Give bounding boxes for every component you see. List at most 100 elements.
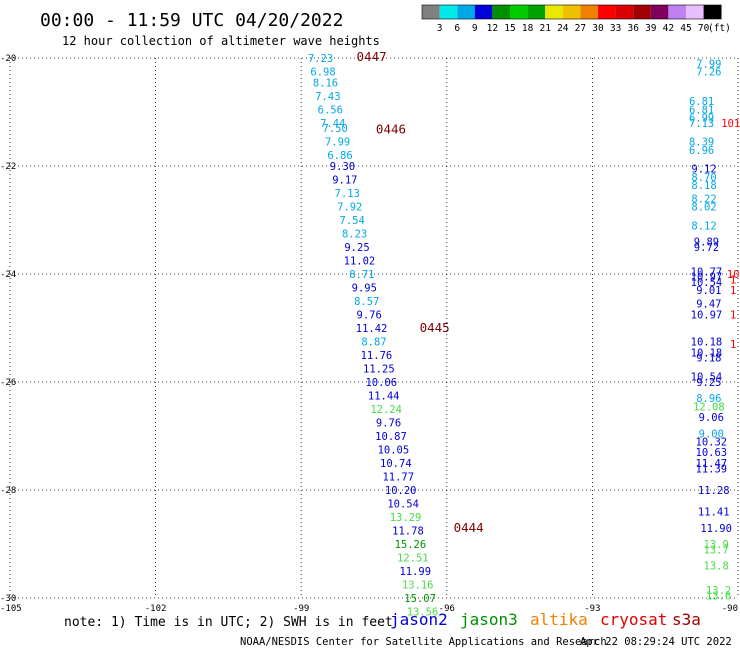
data-label: 6.81 bbox=[689, 96, 714, 108]
data-label: 9.95 bbox=[352, 283, 377, 295]
data-label: 8.57 bbox=[354, 296, 379, 308]
data-label: 10.77 bbox=[691, 266, 723, 278]
data-label: 9.30 bbox=[330, 161, 355, 173]
x-tick-label: -102 bbox=[145, 604, 167, 614]
data-label: 7.54 bbox=[340, 215, 365, 227]
colorbar-label: 27 bbox=[575, 23, 586, 34]
data-label: 15.07 bbox=[404, 593, 436, 605]
colorbar-label: 70 bbox=[698, 23, 710, 34]
data-label: 13.7 bbox=[704, 544, 729, 556]
pass-time-label: 0445 bbox=[420, 320, 450, 335]
data-label: 9.25 bbox=[696, 377, 721, 389]
data-label: 8.96 bbox=[696, 393, 721, 405]
colorbar-swatch bbox=[703, 5, 722, 19]
colorbar-swatch bbox=[510, 5, 528, 19]
data-label: 7.23 bbox=[308, 53, 333, 65]
data-label: 6.96 bbox=[689, 145, 714, 157]
y-tick-label: -26 bbox=[0, 378, 16, 388]
data-label: 7.13 bbox=[689, 118, 714, 130]
data-label: 9.18 bbox=[696, 353, 721, 365]
y-tick-label: -20 bbox=[0, 54, 16, 64]
data-label: 8.22 bbox=[691, 193, 716, 205]
y-tick-label: -28 bbox=[0, 486, 16, 496]
data-label: 6.86 bbox=[327, 150, 352, 162]
data-label: 10.18 bbox=[691, 347, 723, 359]
colorbar-swatch bbox=[686, 5, 704, 19]
data-label: 9.47 bbox=[696, 299, 721, 311]
x-tick-label: -99 bbox=[293, 604, 309, 614]
footer-timestamp: Apr 22 08:29:24 UTC 2022 bbox=[580, 636, 732, 648]
data-label: 10.54 bbox=[691, 277, 723, 289]
data-label: 101 bbox=[721, 118, 740, 130]
colorbar-swatch bbox=[562, 5, 581, 19]
colorbar-swatch bbox=[580, 5, 598, 19]
data-label: 7.43 bbox=[315, 91, 340, 103]
colorbar-swatch bbox=[492, 5, 510, 19]
data-label: 13.6 bbox=[706, 590, 731, 602]
data-label: 11.99 bbox=[399, 566, 431, 578]
x-tick-label: -105 bbox=[0, 604, 22, 614]
data-label: 1 bbox=[730, 274, 736, 286]
data-label: 9.72 bbox=[694, 242, 719, 254]
colorbar-label: 21 bbox=[539, 23, 551, 34]
colorbar-label: 30 bbox=[592, 23, 604, 34]
colorbar-label: 15 bbox=[504, 23, 515, 34]
data-label: 9.17 bbox=[332, 175, 357, 187]
colorbar-swatch bbox=[633, 5, 651, 19]
colorbar-swatch bbox=[439, 5, 458, 19]
data-label: 10.54 bbox=[387, 499, 419, 511]
legend-entry: altika bbox=[530, 610, 588, 629]
colorbar-swatch bbox=[598, 5, 616, 19]
data-label: 9.06 bbox=[699, 412, 724, 424]
data-label: 9.00 bbox=[699, 428, 724, 440]
data-label: 11.25 bbox=[363, 364, 395, 376]
data-label: 11.42 bbox=[356, 323, 388, 335]
data-label: 13.9 bbox=[704, 539, 729, 551]
data-label: 8.18 bbox=[691, 180, 716, 192]
data-label: 10.87 bbox=[375, 431, 407, 443]
footer-note: note: 1) Time is in UTC; 2) SWH is in fe… bbox=[64, 615, 393, 630]
data-label: 10.54 bbox=[691, 372, 723, 384]
data-label: 11.28 bbox=[698, 485, 730, 497]
colorbar-swatch bbox=[457, 5, 475, 19]
data-label: 11.90 bbox=[700, 523, 732, 535]
legend-entry: jason3 bbox=[460, 610, 518, 629]
data-label: 8.70 bbox=[691, 172, 716, 184]
colorbar-swatch bbox=[527, 5, 546, 19]
data-label: 7.26 bbox=[696, 67, 721, 79]
data-label: 8.39 bbox=[689, 137, 714, 149]
grid bbox=[9, 57, 739, 599]
colorbar-swatch bbox=[650, 5, 669, 19]
time-labels: 0447 0446 0445 0444 bbox=[357, 49, 484, 535]
data-label: 10.97 bbox=[691, 310, 723, 322]
legend-entry: s3a bbox=[672, 610, 701, 629]
data-label: 9.01 bbox=[696, 285, 721, 297]
data-label: 7.13 bbox=[335, 188, 360, 200]
data-label: 7.50 bbox=[323, 123, 348, 135]
colorbar-label: 3 bbox=[437, 23, 443, 34]
data-label: 8.16 bbox=[313, 77, 338, 89]
data-label: 15.26 bbox=[395, 539, 427, 551]
data-label: 11.41 bbox=[698, 507, 730, 519]
data-label: 10.06 bbox=[365, 377, 397, 389]
data-label: 7.99 bbox=[696, 58, 721, 70]
data-label: 1 bbox=[730, 310, 736, 322]
data-label: 9.25 bbox=[344, 242, 369, 254]
data-label: 10.74 bbox=[380, 458, 412, 470]
colorbar-unit: (ft) bbox=[708, 23, 731, 34]
data-labels: 7.236.988.167.436.567.447.507.996.869.30… bbox=[308, 53, 740, 619]
colorbar-label: 9 bbox=[472, 23, 478, 34]
data-label: 12.51 bbox=[397, 553, 429, 565]
colorbar-swatch bbox=[474, 5, 493, 19]
data-label: 10.05 bbox=[378, 445, 410, 457]
legend-entry: cryosat bbox=[600, 610, 667, 629]
data-label: 7.92 bbox=[337, 202, 362, 214]
footer-credit: NOAA/NESDIS Center for Satellite Applica… bbox=[240, 636, 607, 648]
data-label: 10.18 bbox=[691, 337, 723, 349]
y-tick-label: -24 bbox=[0, 270, 16, 280]
data-label: 9.76 bbox=[376, 418, 401, 430]
data-label: 11.76 bbox=[361, 350, 393, 362]
data-label: 12.24 bbox=[370, 404, 402, 416]
